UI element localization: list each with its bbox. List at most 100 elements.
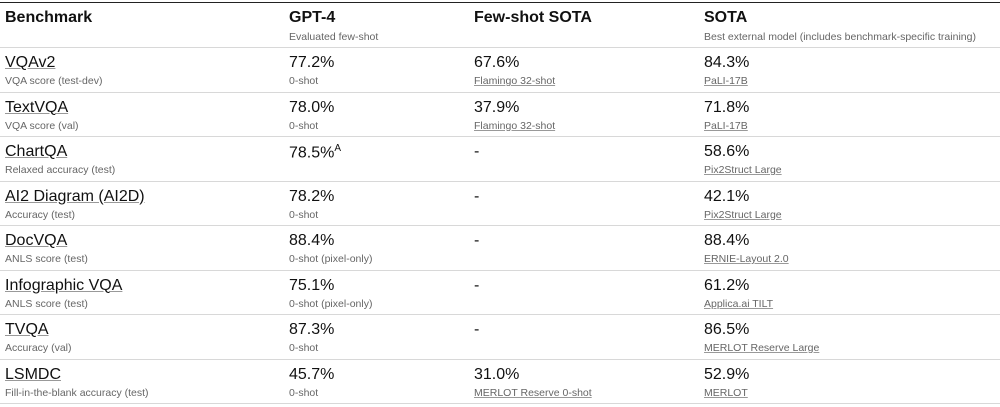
value-text: 78.5%: [289, 144, 335, 162]
bottom-rule: [0, 403, 1000, 404]
value-text: 78.0%: [289, 98, 335, 116]
value-text: 88.4%: [289, 232, 335, 249]
value-text: 52.9%: [704, 365, 750, 383]
table-cell: 77.2% 0-shot: [289, 54, 334, 87]
table-row: LSMDC Fill-in-the-blank accuracy (test) 45…: [0, 358, 1000, 404]
score: 78.5%A: [289, 143, 341, 162]
score: 58.6%: [704, 143, 782, 161]
cell-note: Accuracy (test): [5, 208, 76, 221]
table-cell: TVQA Accuracy (val): [5, 321, 72, 354]
table-cell: 31.0% MERLOT Reserve 0-shot: [474, 366, 592, 399]
score: 87.3%: [289, 321, 334, 339]
cell-note[interactable]: PaLI-17B: [704, 119, 748, 132]
cell-note: 0-shot: [289, 119, 319, 132]
value-text[interactable]: LSMDC: [5, 365, 62, 383]
table-cell: 61.2% Applica.ai TILT: [704, 277, 773, 310]
value-text: 67.6%: [474, 54, 520, 71]
column-title: SOTA: [704, 9, 748, 26]
benchmark-name[interactable]: ChartQA: [5, 143, 115, 161]
header-cell: SOTA Best external model (includes benchm…: [704, 9, 976, 43]
table-cell: -: [474, 232, 479, 250]
score: 77.2%: [289, 54, 334, 72]
value-text: 58.6%: [704, 143, 750, 160]
table-cell: 37.9% Flamingo 32-shot: [474, 99, 555, 132]
cell-note[interactable]: Applica.ai TILT: [704, 297, 774, 310]
score: 75.1%: [289, 277, 372, 295]
column-title: Few-shot SOTA: [474, 9, 592, 26]
benchmark-name[interactable]: VQAv2: [5, 54, 102, 72]
cell-note[interactable]: MERLOT Reserve Large: [704, 342, 820, 354]
table-cell: 45.7% 0-shot: [289, 366, 334, 399]
value-text[interactable]: VQAv2: [5, 54, 56, 71]
value-text: 78.2%: [289, 187, 335, 205]
value-text[interactable]: Infographic VQA: [5, 276, 123, 294]
benchmark-name[interactable]: DocVQA: [5, 232, 88, 250]
table-cell: -: [474, 321, 479, 339]
score: -: [474, 232, 479, 250]
cell-note: 0-shot (pixel-only): [289, 297, 373, 310]
value-text: 84.3%: [704, 54, 750, 71]
table-cell: ChartQA Relaxed accuracy (test): [5, 143, 115, 176]
cell-note[interactable]: PaLI-17B: [704, 75, 748, 87]
benchmark-name[interactable]: TVQA: [5, 321, 72, 339]
value-text: 31.0%: [474, 365, 520, 383]
cell-note[interactable]: Flamingo 32-shot: [474, 119, 556, 132]
benchmark-name[interactable]: Infographic VQA: [5, 277, 122, 295]
table-cell: 58.6% Pix2Struct Large: [704, 143, 782, 176]
value-text: 37.9%: [474, 98, 520, 116]
column-subtitle: Best external model (includes benchmark-…: [704, 31, 976, 43]
cell-note: ANLS score (test): [5, 253, 88, 265]
benchmark-name[interactable]: LSMDC: [5, 366, 149, 384]
score: 78.0%: [289, 99, 334, 117]
value-text: 75.1%: [289, 276, 335, 294]
cell-note[interactable]: MERLOT Reserve 0-shot: [474, 386, 592, 399]
table-row: AI2 Diagram (AI2D) Accuracy (test) 78.2% 0-…: [0, 180, 1000, 226]
value-text[interactable]: AI2 Diagram (AI2D): [5, 187, 145, 205]
cell-note: 0-shot: [289, 386, 319, 399]
table-cell: 71.8% PaLI-17B: [704, 99, 749, 132]
score: -: [474, 188, 479, 206]
table-cell: 75.1% 0-shot (pixel-only): [289, 277, 372, 310]
cell-note: Relaxed accuracy (test): [5, 164, 116, 176]
score: 88.4%: [704, 232, 789, 250]
value-text: 87.3%: [289, 321, 335, 338]
table-cell: 84.3% PaLI-17B: [704, 54, 749, 87]
cell-note[interactable]: Pix2Struct Large: [704, 208, 782, 221]
score: 88.4%: [289, 232, 372, 250]
value-text: 61.2%: [704, 276, 750, 294]
value-text[interactable]: TextVQA: [5, 98, 69, 116]
score: 61.2%: [704, 277, 773, 295]
cell-note: VQA score (test-dev): [5, 75, 103, 87]
table-cell: LSMDC Fill-in-the-blank accuracy (test): [5, 366, 149, 399]
cell-note[interactable]: MERLOT: [704, 386, 748, 399]
value-text[interactable]: DocVQA: [5, 232, 68, 249]
cell-note: 0-shot (pixel-only): [289, 253, 373, 265]
score: 45.7%: [289, 366, 334, 384]
column-title: Benchmark: [5, 9, 93, 26]
cell-note: Fill-in-the-blank accuracy (test): [5, 386, 149, 399]
value-text[interactable]: TVQA: [5, 321, 49, 338]
score: -: [474, 277, 479, 295]
benchmark-name[interactable]: TextVQA: [5, 99, 79, 117]
score: 67.6%: [474, 54, 555, 72]
cell-note[interactable]: Pix2Struct Large: [704, 164, 782, 176]
value-text: -: [474, 187, 480, 205]
cell-note[interactable]: ERNIE-Layout 2.0: [704, 253, 789, 265]
header-row: Benchmark GPT-4 Evaluated few-shot Few-shot…: [0, 2, 1000, 47]
cell-note: ANLS score (test): [5, 297, 88, 310]
header-cell: Few-shot SOTA: [474, 9, 592, 27]
score: 37.9%: [474, 99, 555, 117]
table-cell: 88.4% ERNIE-Layout 2.0: [704, 232, 789, 265]
value-text: 42.1%: [704, 187, 750, 205]
table-row: Infographic VQA ANLS score (test) 75.1% 0-s…: [0, 269, 1000, 315]
value-text: 71.8%: [704, 98, 750, 116]
benchmark-name[interactable]: AI2 Diagram (AI2D): [5, 188, 145, 206]
value-text: -: [474, 276, 480, 294]
value-text[interactable]: ChartQA: [5, 143, 68, 160]
value-text: 45.7%: [289, 365, 335, 383]
cell-note: 0-shot: [289, 75, 319, 87]
value-text: -: [474, 143, 480, 160]
table-cell: VQAv2 VQA score (test-dev): [5, 54, 102, 87]
cell-note[interactable]: Flamingo 32-shot: [474, 75, 556, 87]
